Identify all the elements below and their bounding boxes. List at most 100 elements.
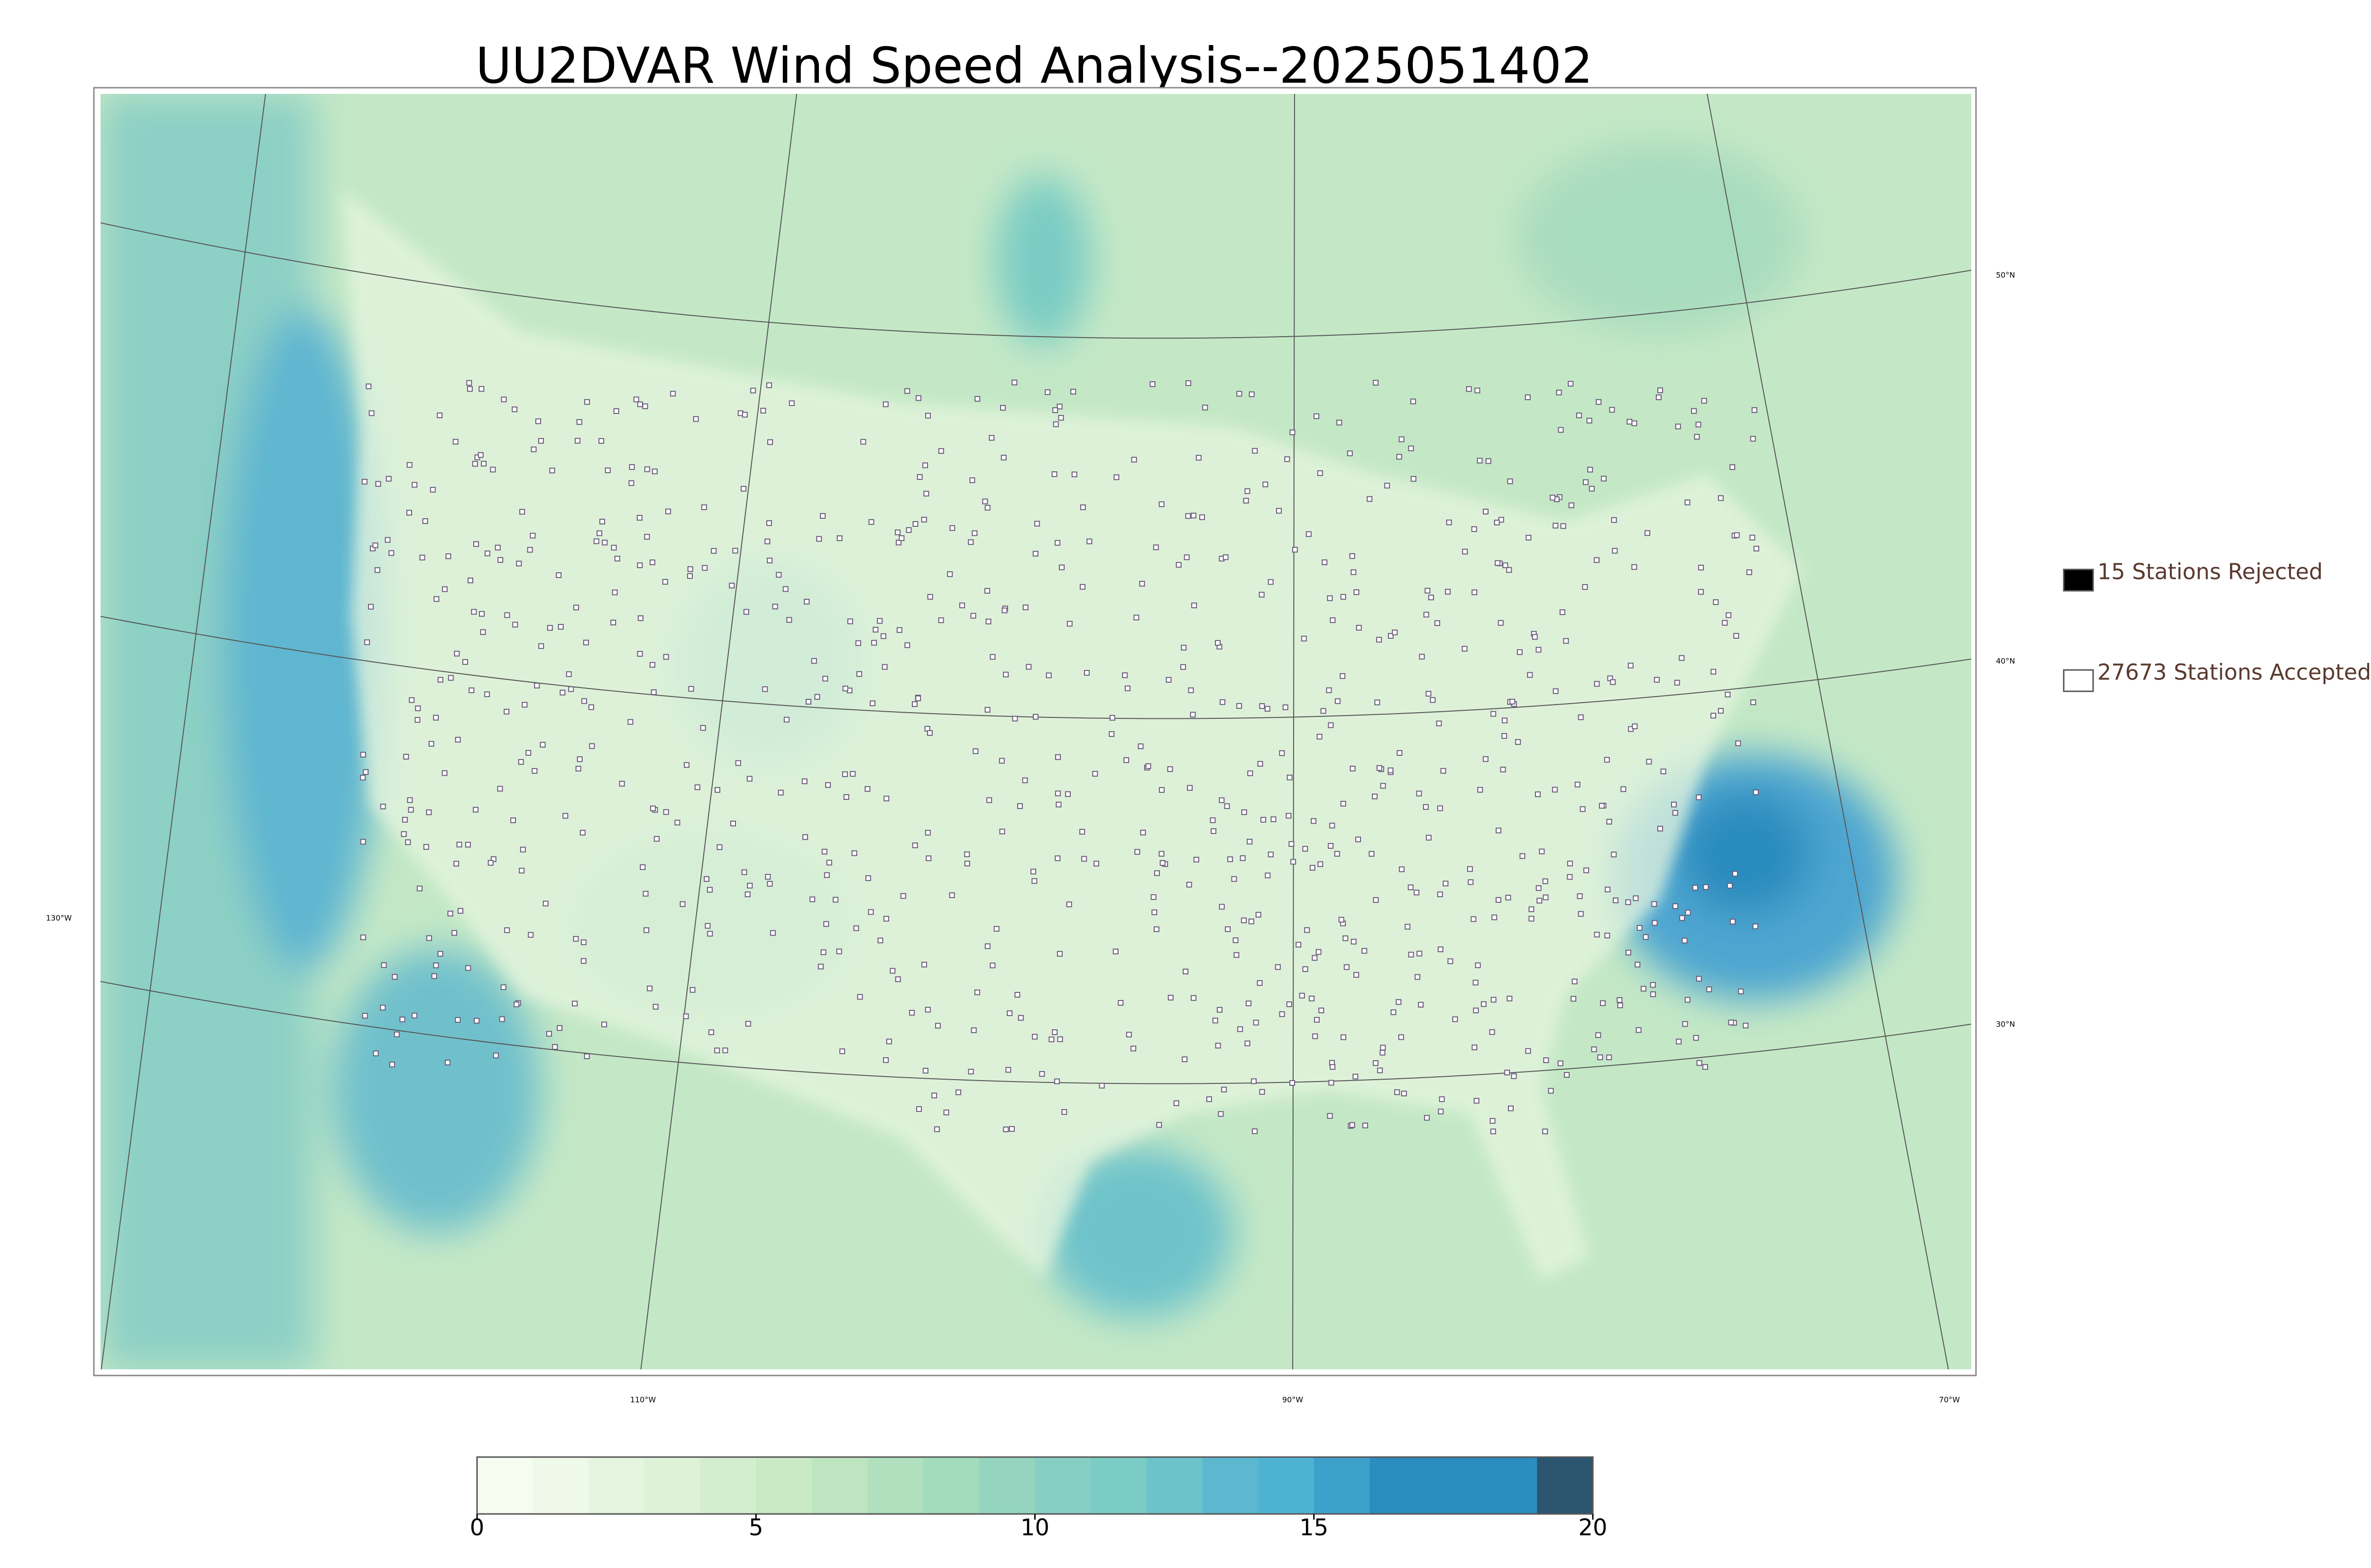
- colorbar-segment: [533, 1457, 589, 1514]
- station: [1342, 935, 1349, 941]
- station: [1159, 860, 1166, 866]
- station: [1185, 513, 1191, 519]
- station: [1202, 404, 1208, 411]
- station: [636, 515, 643, 521]
- station: [926, 855, 932, 862]
- station: [1489, 1118, 1496, 1124]
- station: [984, 943, 991, 949]
- station: [1328, 722, 1334, 728]
- station: [1447, 958, 1453, 964]
- station: [826, 860, 832, 866]
- station: [1471, 526, 1477, 532]
- station: [1243, 497, 1249, 504]
- station: [882, 401, 889, 407]
- station: [1482, 508, 1489, 514]
- station: [1600, 1000, 1606, 1006]
- station: [433, 963, 439, 969]
- station: [1248, 918, 1254, 925]
- station: [1635, 962, 1641, 968]
- station: [1264, 706, 1270, 712]
- colorbar: 0 5 10 15 20: [470, 1456, 1608, 1541]
- station: [1519, 853, 1526, 859]
- station: [1631, 420, 1637, 426]
- legend-swatch: [2063, 569, 2094, 592]
- map: [101, 94, 1971, 1369]
- station: [1655, 394, 1662, 400]
- station: [588, 704, 594, 710]
- station: [1423, 804, 1429, 810]
- station: [1527, 672, 1533, 678]
- station: [408, 807, 414, 813]
- station: [644, 466, 650, 472]
- station: [465, 842, 471, 848]
- station: [1733, 633, 1739, 639]
- station: [368, 604, 374, 610]
- station: [497, 557, 504, 563]
- station: [388, 550, 395, 556]
- station: [711, 548, 717, 554]
- station: [584, 399, 590, 405]
- station: [1314, 413, 1320, 419]
- station: [484, 550, 490, 557]
- colorbar-segment: [1258, 1457, 1314, 1514]
- station: [931, 1092, 937, 1099]
- station: [1753, 546, 1759, 552]
- colorbar-segment: [811, 1457, 868, 1514]
- station: [1034, 521, 1040, 527]
- station: [1502, 717, 1508, 724]
- station: [1416, 951, 1423, 957]
- station: [527, 547, 533, 553]
- station: [402, 816, 408, 823]
- station: [899, 535, 905, 541]
- station: [1743, 1022, 1749, 1028]
- station: [1504, 1070, 1510, 1076]
- station: [1252, 448, 1258, 454]
- station: [452, 439, 459, 445]
- station: [1326, 687, 1332, 693]
- station: [1418, 1002, 1424, 1008]
- station: [1212, 1018, 1218, 1024]
- station: [360, 774, 366, 780]
- colorbar-segment: [700, 1457, 757, 1514]
- station: [1611, 517, 1617, 523]
- station: [1080, 504, 1086, 510]
- station: [1437, 805, 1443, 811]
- station: [969, 477, 975, 483]
- station: [778, 789, 784, 796]
- station: [549, 468, 555, 474]
- station: [1022, 604, 1029, 610]
- station: [368, 410, 375, 416]
- land-area: [341, 190, 1802, 1280]
- lon-label: 90°W: [1282, 1395, 1303, 1404]
- station: [701, 504, 707, 510]
- station: [1682, 937, 1688, 944]
- station: [762, 686, 768, 692]
- station: [989, 435, 995, 441]
- station: [530, 532, 536, 539]
- station: [1236, 703, 1242, 709]
- station: [437, 951, 443, 957]
- lon-label: 70°W: [1939, 1395, 1960, 1404]
- station: [816, 536, 822, 542]
- station: [1259, 592, 1265, 598]
- station: [873, 626, 879, 633]
- station: [1257, 980, 1263, 986]
- station: [652, 468, 658, 475]
- station: [717, 844, 723, 850]
- station: [776, 572, 782, 578]
- station: [441, 770, 448, 776]
- station: [580, 958, 587, 964]
- station: [1000, 405, 1006, 411]
- station: [767, 880, 773, 887]
- station: [970, 613, 976, 619]
- station: [1032, 1034, 1038, 1040]
- station: [1425, 834, 1432, 841]
- station: [1334, 851, 1340, 857]
- lat-label: 40°N: [1996, 657, 2015, 666]
- station: [707, 931, 713, 937]
- station: [1184, 554, 1190, 560]
- station: [1710, 713, 1717, 719]
- station: [985, 618, 992, 624]
- station: [1594, 681, 1600, 687]
- station: [927, 730, 933, 736]
